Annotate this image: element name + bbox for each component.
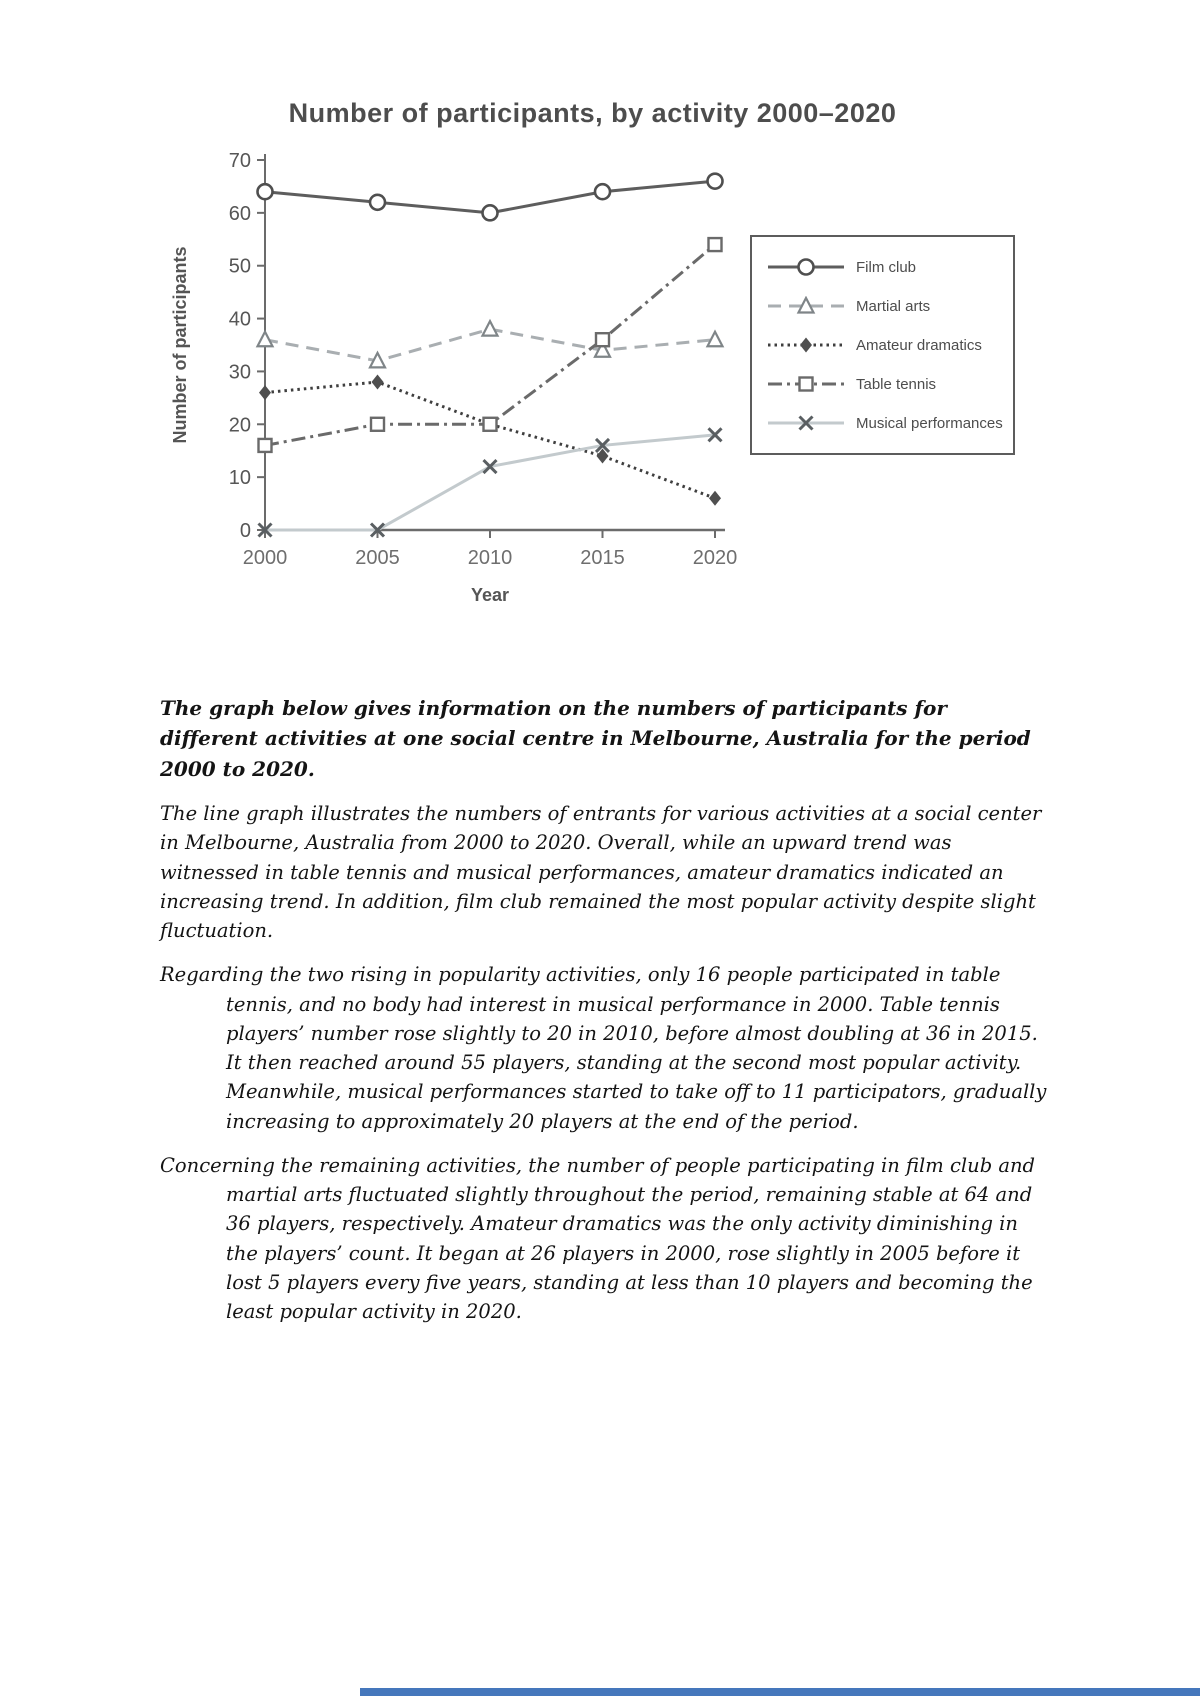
triangle-marker-icon xyxy=(768,296,844,314)
svg-text:2005: 2005 xyxy=(355,547,400,569)
essay-paragraph-3: Concerning the remaining activities, the… xyxy=(160,1153,1036,1324)
legend-label: Table tennis xyxy=(856,375,937,393)
svg-text:2015: 2015 xyxy=(580,547,625,569)
square-marker-icon xyxy=(768,376,844,392)
series-table-tennis xyxy=(257,236,723,454)
svg-text:40: 40 xyxy=(229,309,251,331)
svg-text:2020: 2020 xyxy=(693,547,738,569)
task-prompt: The graph below gives information on the… xyxy=(160,696,1031,781)
svg-text:30: 30 xyxy=(229,361,251,383)
series-musical-performances xyxy=(257,427,723,538)
essay-paragraph-1: The line graph illustrates the numbers o… xyxy=(160,802,1042,943)
chart-figure: Number of participants, by activity 2000… xyxy=(170,98,1015,615)
legend-label: Amateur dramatics xyxy=(856,336,982,354)
svg-text:Number of participants: Number of participants xyxy=(170,246,190,443)
legend-label: Martial arts xyxy=(856,297,931,315)
legend-item: Film club xyxy=(766,257,999,277)
circle-marker-icon xyxy=(768,258,844,276)
svg-text:20: 20 xyxy=(229,414,251,436)
x-marker-icon xyxy=(768,415,844,431)
series-film-club xyxy=(256,172,724,222)
svg-text:2010: 2010 xyxy=(468,547,513,569)
chart-legend: Film club Martial arts Amateur dramatics Ta… xyxy=(750,235,1015,455)
chart-title: Number of participants, by activity 2000… xyxy=(288,98,897,128)
legend-label: Film club xyxy=(856,258,917,276)
svg-text:70: 70 xyxy=(229,150,251,172)
chart-row: 0 10 20 30 40 50 60 70 2000 2005 2010 2015 2020 Year N… xyxy=(170,135,1015,615)
svg-text:10: 10 xyxy=(229,467,251,489)
line-chart-plot: 0 10 20 30 40 50 60 70 2000 2005 2010 2015 2020 Year N… xyxy=(170,150,738,605)
svg-text:50: 50 xyxy=(229,256,251,278)
bottom-accent-bar xyxy=(360,1688,1200,1696)
legend-item: Table tennis xyxy=(766,374,999,394)
svg-text:Year: Year xyxy=(471,585,509,605)
svg-text:60: 60 xyxy=(229,203,251,225)
diamond-marker-icon xyxy=(768,337,844,353)
legend-item: Musical performances xyxy=(766,413,1003,433)
legend-label: Musical performances xyxy=(856,414,1003,432)
svg-text:0: 0 xyxy=(240,520,251,542)
essay-paragraph-2: Regarding the two rising in popularity a… xyxy=(160,963,1047,1133)
series-martial-arts xyxy=(255,318,725,369)
legend-item: Martial arts xyxy=(766,296,999,316)
legend-item: Amateur dramatics xyxy=(766,335,999,355)
svg-text:2000: 2000 xyxy=(243,547,288,569)
essay: The graph below gives information on the… xyxy=(160,693,1048,1341)
